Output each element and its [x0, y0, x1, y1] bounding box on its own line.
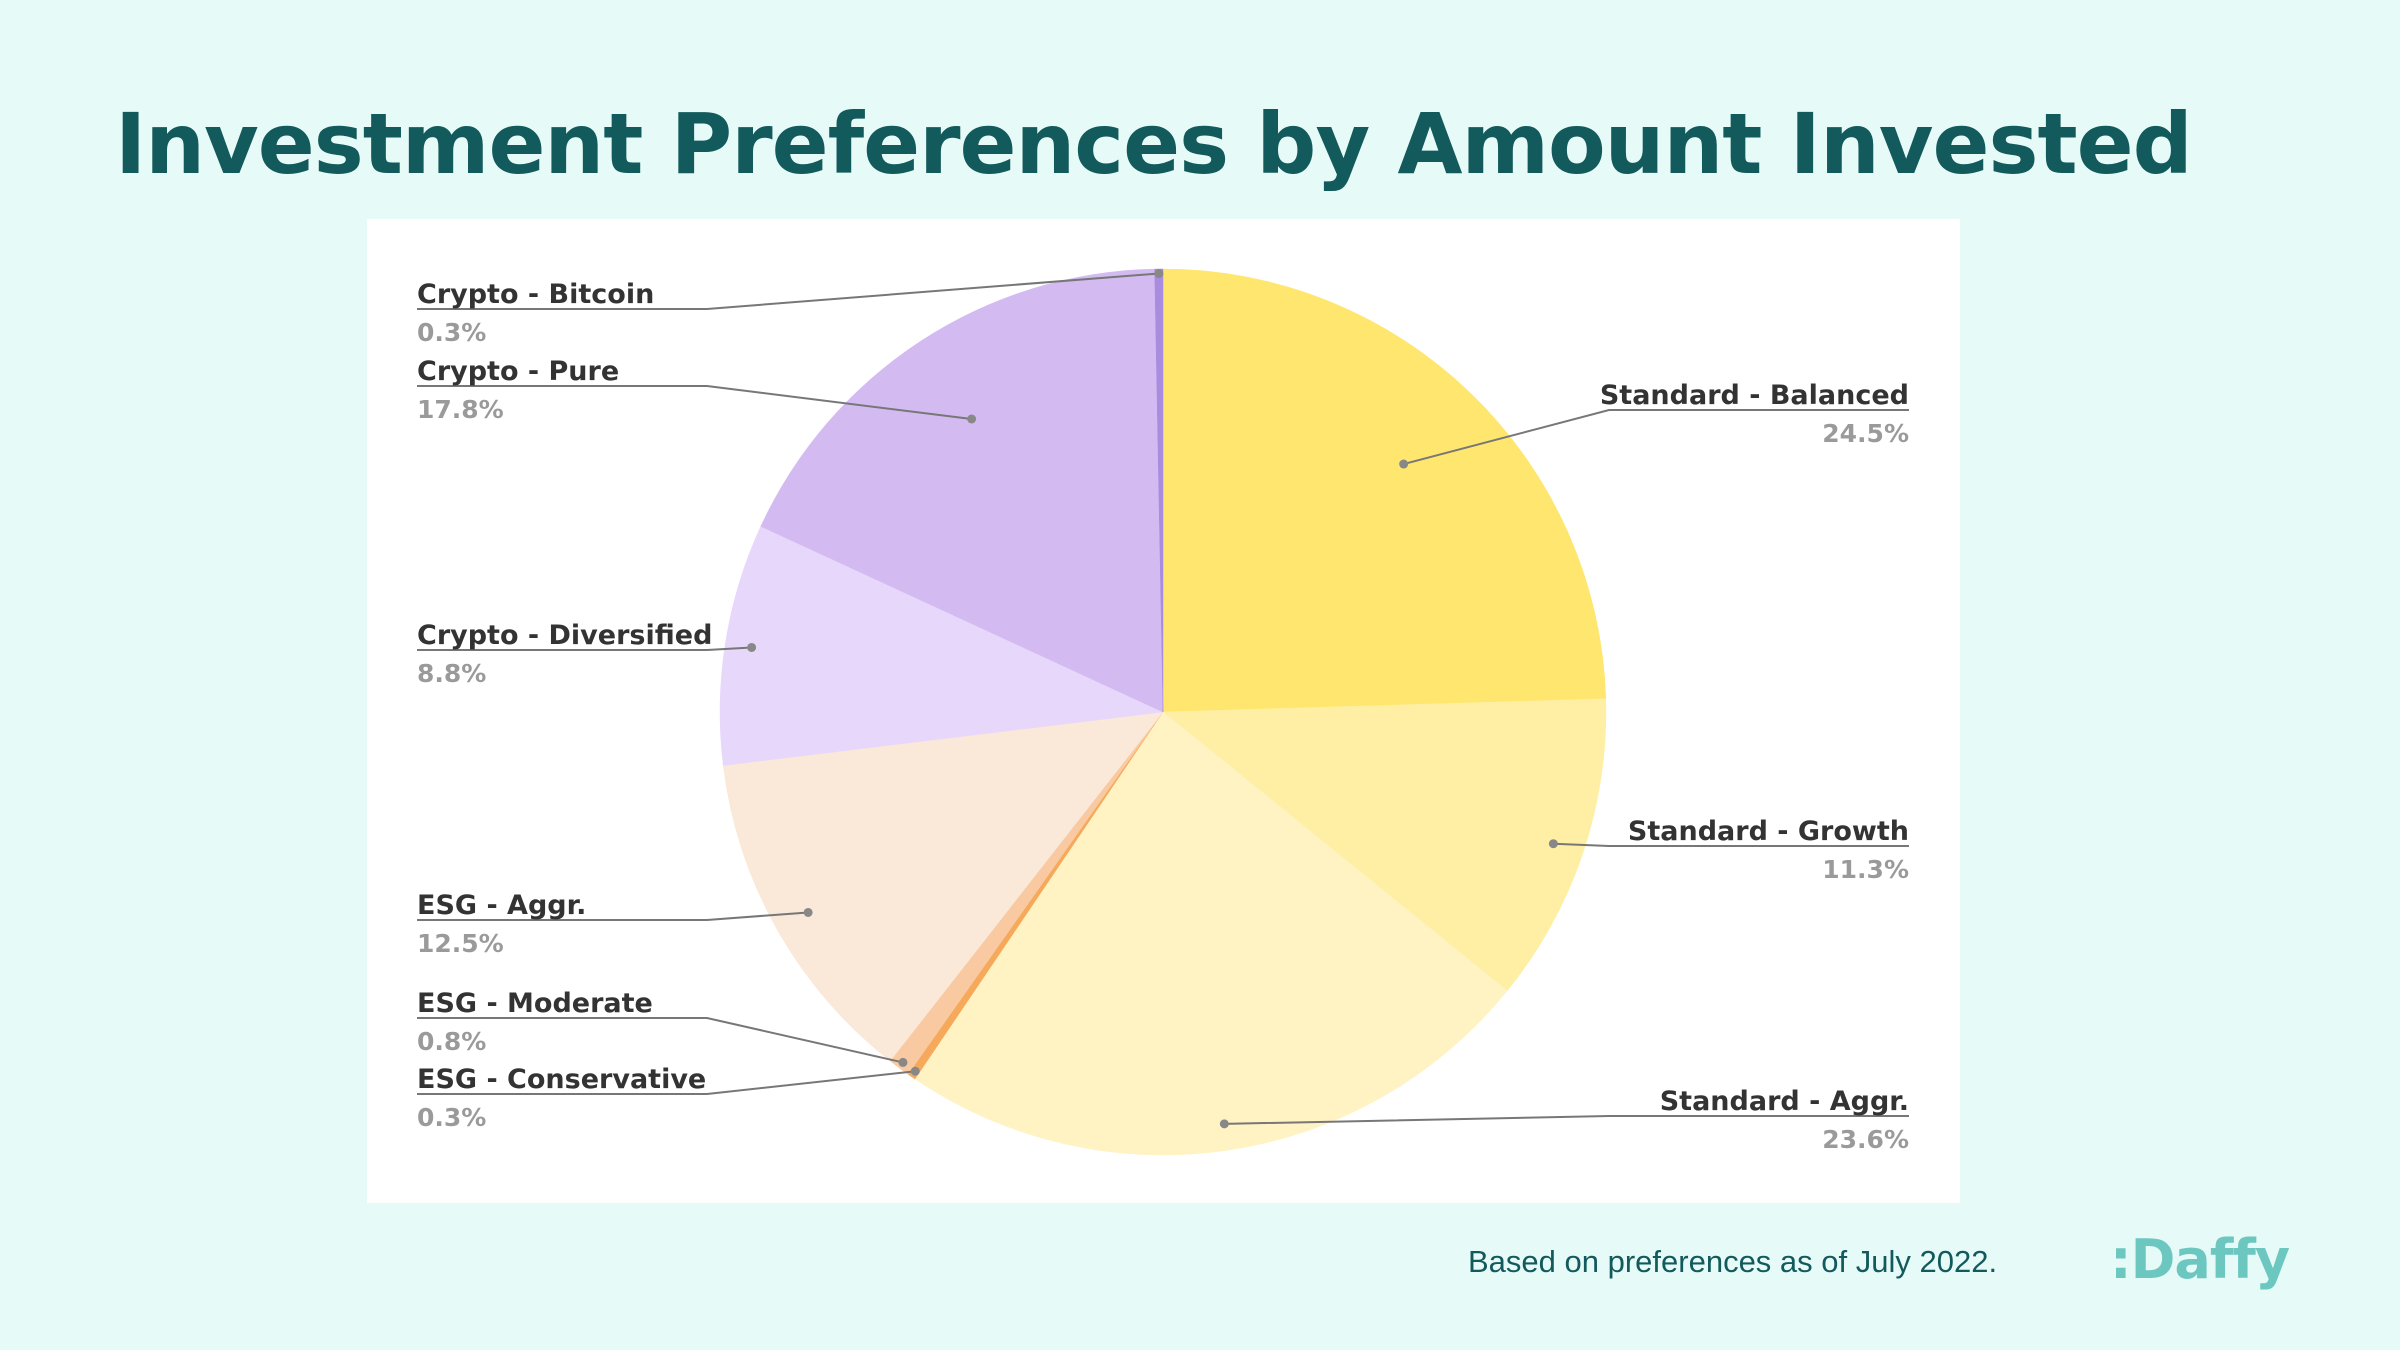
slice-value-label: 12.5%: [417, 929, 504, 958]
slice-value-label: 0.8%: [417, 1027, 486, 1056]
leader-dot: [898, 1057, 908, 1067]
slice-name-label: ESG - Aggr.: [417, 890, 586, 921]
leader-line: [417, 911, 809, 921]
daffy-logo: :Daffy: [2110, 1228, 2290, 1291]
leader-dot: [1154, 268, 1164, 278]
slice-name-label: Crypto - Pure: [417, 356, 619, 387]
slice-value-label: 8.8%: [417, 659, 486, 688]
pie-slice[interactable]: [722, 711, 1164, 1062]
leader-dot: [967, 414, 977, 424]
pie-slice[interactable]: [760, 268, 1164, 713]
pie-slice[interactable]: [1162, 698, 1607, 992]
leader-line: [1553, 842, 1909, 847]
slice-value-label: 24.5%: [1822, 419, 1909, 448]
leader-line: [1403, 409, 1909, 466]
slice-name-label: ESG - Moderate: [417, 988, 653, 1019]
slice-name-label: Standard - Aggr.: [1660, 1086, 1909, 1117]
slice-value-label: 0.3%: [417, 1103, 486, 1132]
leader-line: [417, 385, 972, 420]
leader-dot: [910, 1066, 920, 1076]
leader-line: [417, 1017, 904, 1064]
leader-dot: [803, 907, 813, 917]
chart-panel: Standard - Balanced 24.5% Standard - Growt…: [367, 219, 1960, 1203]
slice-value-label: 23.6%: [1822, 1125, 1909, 1154]
pie-chart: Standard - Balanced 24.5% Standard - Growt…: [417, 268, 1909, 1156]
leader-line: [417, 646, 752, 651]
slice-name-label: Standard - Balanced: [1600, 380, 1909, 411]
leader-line: [1224, 1115, 1909, 1125]
pie-labels: Standard - Balanced 24.5% Standard - Growt…: [417, 268, 1909, 1154]
slice-value-label: 0.3%: [417, 318, 486, 347]
leader-dot: [747, 642, 757, 652]
slice-name-label: Crypto - Bitcoin: [417, 279, 654, 310]
leader-dot: [1399, 459, 1409, 469]
leader-dot: [1219, 1119, 1229, 1129]
leader-dot: [1548, 839, 1558, 849]
footnote: Based on preferences as of July 2022.: [1468, 1244, 1998, 1279]
pie-slice[interactable]: [1162, 268, 1607, 713]
slice-value-label: 17.8%: [417, 395, 504, 424]
slice-name-label: ESG - Conservative: [417, 1064, 706, 1095]
slice-value-label: 11.3%: [1822, 855, 1909, 884]
leader-line: [417, 1070, 916, 1095]
slice-name-label: Standard - Growth: [1628, 816, 1909, 847]
pie-slice[interactable]: [719, 526, 1164, 766]
pie-slice[interactable]: [914, 711, 1508, 1156]
page-title: Investment Preferences by Amount Investe…: [115, 95, 2193, 193]
pie-slices: [719, 268, 1607, 1156]
slice-name-label: Crypto - Diversified: [417, 620, 712, 651]
leader-line: [417, 272, 1159, 310]
